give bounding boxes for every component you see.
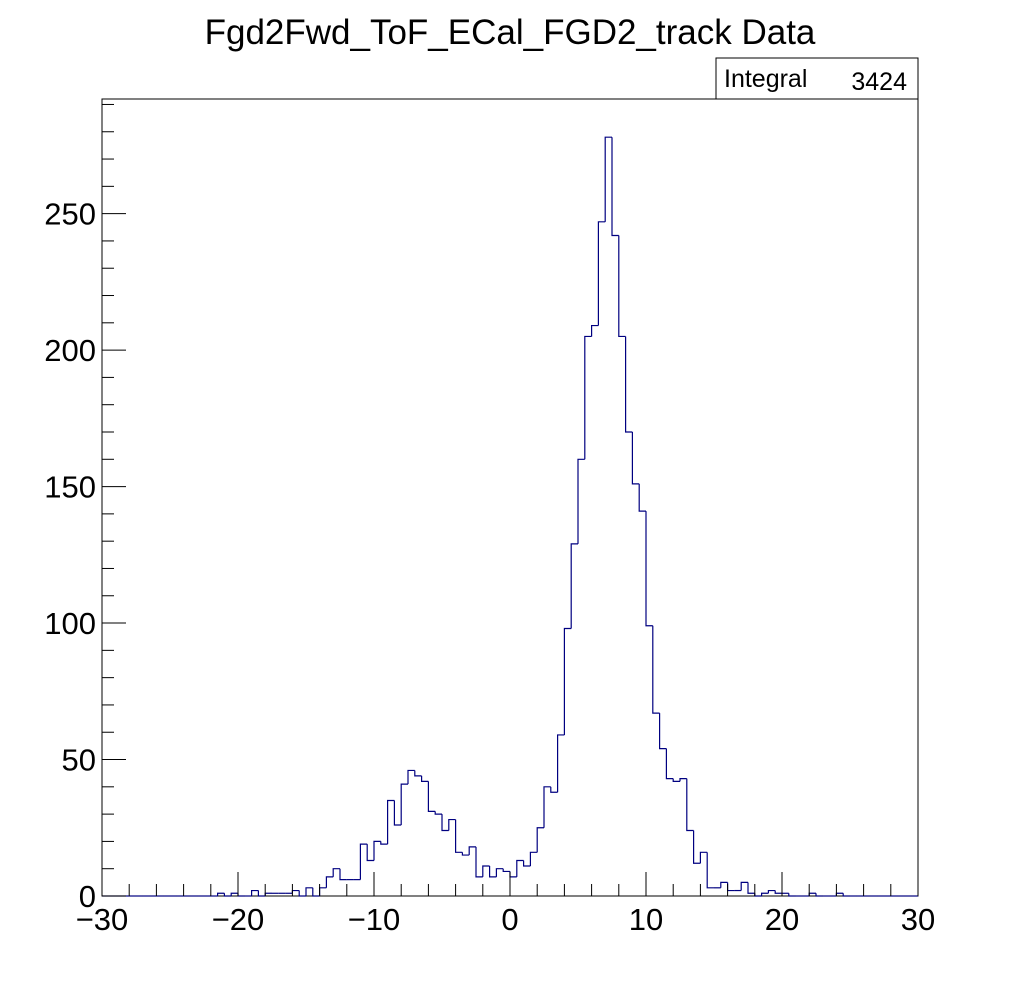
histogram-bin [563, 627, 572, 735]
histogram-bin [373, 840, 381, 861]
histogram-bin [441, 814, 449, 832]
y-tick-label: 0 [79, 879, 96, 914]
histogram-bin [536, 827, 544, 853]
histogram-bin [291, 889, 300, 894]
histogram-bin [597, 221, 606, 326]
histogram-bin [516, 859, 524, 877]
y-tick-label: 250 [44, 197, 96, 232]
x-tick-label: 0 [501, 902, 518, 937]
stats-box: Integral 3424 [715, 57, 919, 100]
histogram-bin [434, 811, 442, 815]
histogram-bin [727, 882, 735, 892]
histogram-bin [366, 844, 374, 862]
histogram-bin [543, 786, 551, 828]
histogram-bin [672, 778, 680, 782]
histogram-bin [665, 748, 674, 780]
histogram-bin [502, 868, 510, 873]
histogram-bin [618, 235, 626, 338]
histogram-bin [767, 889, 776, 894]
histogram-bin [400, 783, 408, 826]
stats-label: Integral [724, 65, 807, 93]
histogram-bin [747, 882, 755, 894]
histogram-bin [319, 887, 327, 896]
histogram-bin [550, 786, 558, 793]
histogram-bin [570, 543, 578, 629]
histogram-series [102, 136, 918, 897]
histogram-bin [815, 893, 823, 897]
stats-value: 3424 [851, 68, 907, 96]
x-tick-label: 20 [765, 902, 799, 937]
histogram-bin [652, 625, 660, 714]
histogram-bin [495, 868, 504, 877]
histogram-bin [631, 431, 640, 485]
histogram-bin [455, 819, 463, 853]
x-tick-label: −20 [212, 902, 265, 937]
histogram-bin [774, 890, 782, 894]
plot-frame [101, 98, 919, 897]
y-tick-label: 50 [62, 743, 96, 778]
histogram-bin [523, 860, 531, 867]
histogram-bin [325, 876, 334, 888]
histogram-bin [257, 890, 266, 897]
histogram-bin [230, 892, 238, 896]
axes: −30 −20 −10 0 10 20 30 0 50 100 150 200 250 [44, 103, 935, 937]
histogram-bin [407, 769, 415, 785]
x-tick-label: 30 [901, 902, 935, 937]
y-tick-label: 200 [44, 333, 96, 368]
histogram-bin [332, 868, 340, 877]
histogram-bin [529, 851, 538, 866]
y-tick-label: 100 [44, 606, 96, 641]
histogram-bin [427, 781, 436, 812]
histogram-bin [380, 841, 388, 845]
histogram-bin [604, 136, 612, 222]
histogram-bin [448, 818, 456, 831]
histogram-bin [788, 893, 796, 897]
histogram-bin [312, 887, 320, 897]
histogram-bin [761, 892, 769, 896]
histogram-bin [489, 865, 497, 878]
histogram-bin [237, 893, 245, 897]
x-tick-label: −30 [76, 902, 129, 937]
histogram-bin [693, 830, 701, 864]
histogram-bin [611, 137, 619, 237]
chart-title: Fgd2Fwd_ToF_ECal_FGD2_track Data [205, 13, 816, 52]
histogram-bin [584, 335, 592, 460]
histogram-bin [754, 893, 762, 897]
histogram-bin [645, 511, 653, 627]
histogram-bin [577, 458, 585, 544]
histogram-bin [298, 890, 306, 897]
x-tick-label: −10 [348, 902, 401, 937]
histogram-bin [659, 713, 667, 750]
histogram-bin [740, 881, 748, 891]
histogram-bin [393, 800, 402, 826]
y-tick-label: 150 [44, 470, 96, 505]
histogram-bin [359, 843, 368, 880]
histogram-bin [305, 887, 313, 896]
histogram-bin [461, 852, 470, 856]
histogram-bin [679, 778, 687, 782]
histogram-bin [686, 778, 694, 832]
histogram-bin [482, 865, 490, 877]
histogram-bin [414, 770, 422, 777]
histogram-bin [557, 734, 565, 793]
histogram-bin [706, 852, 714, 889]
histogram-bin [217, 892, 225, 896]
histogram-bin [387, 799, 395, 845]
histogram-bin [638, 483, 646, 512]
histogram-bin [625, 336, 633, 433]
histogram-bin [475, 846, 483, 878]
histogram-bin [468, 846, 476, 856]
histogram-bin [223, 893, 232, 897]
histogram-bin [509, 871, 517, 878]
histogram-bin [251, 889, 259, 896]
histogram-bin [339, 868, 347, 881]
histogram-bin [591, 324, 599, 337]
x-tick-label: 10 [629, 902, 663, 937]
histogram-bin [720, 881, 728, 888]
stats-box-frame [715, 57, 919, 100]
histogram-bin [842, 893, 850, 897]
histogram-bin [699, 851, 708, 864]
histogram-bin [421, 775, 429, 782]
